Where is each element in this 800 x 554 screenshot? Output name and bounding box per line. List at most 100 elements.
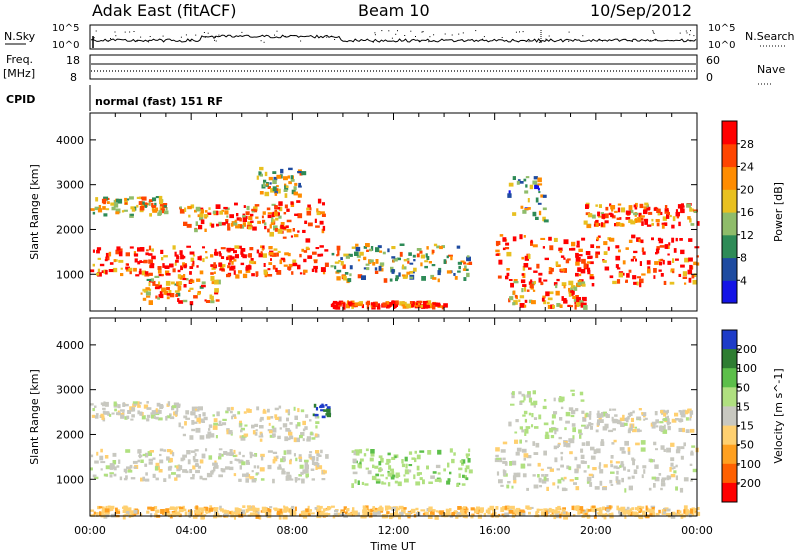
power-echo-cell [522, 209, 527, 214]
velocity-echo-cell [353, 510, 358, 516]
power-echo-cell [615, 222, 621, 227]
velocity-echo-cell [378, 461, 382, 466]
velocity-echo-cell [210, 507, 215, 510]
velocity-echo-cell [466, 509, 469, 513]
power-echo-cell [305, 246, 309, 249]
velocity-echo-cell [625, 417, 629, 423]
power-echo-cell [587, 213, 593, 218]
power-echo-cell [662, 259, 665, 265]
power-echo-cell [441, 245, 445, 249]
velocity-echo-cell [511, 485, 514, 489]
power-echo-cell [615, 255, 621, 261]
velocity-echo-cell [550, 435, 555, 439]
velocity-echo-cell [302, 428, 306, 432]
velocity-echo-cell [314, 507, 318, 510]
power-echo-cell [660, 273, 664, 277]
velocity-echo-cell [544, 474, 549, 477]
velocity-echo-cell [663, 448, 666, 452]
power-echo-cell [160, 208, 165, 213]
velocity-echo-cell [251, 454, 256, 457]
nsearch-dot [391, 37, 393, 39]
power-echo-cell [506, 251, 512, 257]
velocity-echo-cell [508, 510, 514, 514]
velocity-echo-cell [264, 510, 268, 513]
velocity-echo-cell [613, 439, 617, 443]
x-axis-tick-label: 12:00 [378, 524, 410, 537]
nsearch-dot [110, 38, 111, 39]
velocity-echo-cell [109, 474, 113, 478]
power-echo-cell [337, 250, 340, 256]
power-echo-cell [186, 223, 192, 228]
power-echo-cell [374, 270, 379, 274]
power-echo-cell [130, 206, 135, 210]
power-echo-cell [215, 204, 221, 209]
velocity-echo-cell [380, 457, 384, 463]
power-colorbar-tick-label: 16 [740, 206, 754, 219]
power-echo-cell [317, 253, 322, 257]
velocity-echo-cell [176, 474, 181, 478]
velocity-echo-cell [543, 476, 547, 481]
power-echo-cell [580, 303, 585, 308]
velocity-echo-cell [190, 450, 196, 453]
velocity-echo-cell [226, 407, 231, 412]
velocity-echo-cell [616, 470, 619, 475]
power-echo-cell [542, 194, 547, 198]
power-echo-cell [166, 296, 170, 300]
velocity-echo-cell [521, 429, 525, 433]
velocity-echo-cell [230, 406, 234, 411]
velocity-echo-cell [218, 420, 222, 425]
power-echo-cell [513, 300, 518, 305]
velocity-echo-cell [122, 506, 125, 509]
power-echo-cell [385, 303, 389, 307]
power-echo-cell [191, 263, 195, 267]
power-y-axis-label: Slant Range [km] [28, 164, 41, 260]
velocity-echo-cell [572, 427, 576, 433]
velocity-echo-cell [208, 428, 211, 431]
velocity-echo-cell [560, 464, 564, 468]
power-echo-cell [524, 208, 529, 211]
power-echo-cell [259, 173, 263, 177]
velocity-echo-cell [199, 475, 203, 480]
power-echo-cell [175, 254, 179, 257]
power-echo-cell [530, 239, 533, 243]
velocity-echo-cell [288, 431, 293, 436]
power-echo-cell [383, 278, 388, 283]
power-echo-cell [609, 275, 614, 279]
power-echo-cell [214, 288, 219, 293]
power-echo-cell [576, 240, 580, 246]
power-echo-cell [426, 302, 430, 307]
velocity-echo-cell [125, 475, 128, 479]
power-echo-cell [284, 193, 288, 198]
velocity-echo-cell [523, 457, 526, 461]
power-echo-cell [234, 219, 237, 223]
velocity-echo-cell [260, 433, 263, 437]
power-echo-cell [399, 251, 403, 257]
velocity-echo-cell [221, 468, 226, 473]
velocity-echo-cell [676, 513, 679, 516]
power-echo-cell [174, 262, 177, 266]
velocity-echo-cell [394, 455, 397, 459]
power-echo-cell [304, 220, 308, 224]
velocity-echo-cell [585, 412, 589, 418]
power-echo-cell [242, 254, 247, 259]
power-echo-cell [139, 205, 145, 211]
power-echo-cell [521, 256, 525, 260]
velocity-echo-cell [93, 511, 96, 515]
power-echo-cell [587, 267, 591, 272]
velocity-y-tick-label: 2000 [56, 428, 84, 441]
velocity-echo-cell [641, 412, 647, 416]
velocity-echo-cell [203, 416, 208, 421]
power-echo-cell [574, 304, 577, 310]
velocity-echo-cell [299, 513, 302, 517]
velocity-echo-cell [597, 419, 601, 423]
velocity-echo-cell [125, 449, 131, 453]
velocity-echo-cell [201, 509, 204, 514]
velocity-echo-cell [415, 507, 419, 511]
velocity-echo-cell [624, 417, 627, 422]
power-echo-cell [589, 274, 594, 279]
velocity-echo-cell [590, 425, 593, 430]
velocity-echo-cell [506, 484, 510, 489]
nsearch-dot [276, 30, 278, 32]
power-echo-cell [221, 222, 226, 226]
velocity-echo-cell [324, 508, 328, 511]
